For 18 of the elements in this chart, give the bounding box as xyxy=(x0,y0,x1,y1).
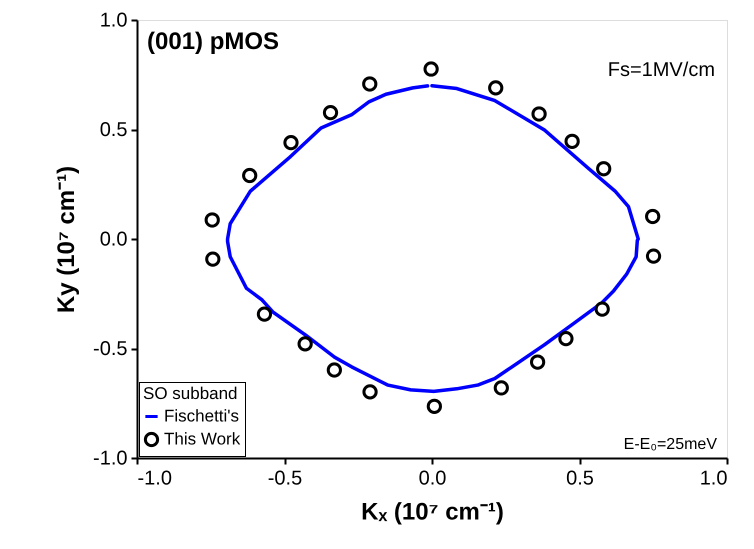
x-tick-label: 1.0 xyxy=(700,468,728,490)
y-tick-label: -0.5 xyxy=(93,338,128,360)
annotation: E-E₀=25meV xyxy=(624,436,718,453)
y-tick-label: 0.5 xyxy=(100,119,128,141)
x-tick-label: 0.0 xyxy=(418,468,446,490)
y-tick-label: 1.0 xyxy=(100,10,128,32)
y-tick-label: -1.0 xyxy=(93,448,128,470)
legend-label: This Work xyxy=(164,430,241,448)
legend-title: SO subband xyxy=(143,384,238,403)
x-tick-label: -1.0 xyxy=(138,468,172,490)
y-axis-title: Ky (10⁷ cm⁻¹) xyxy=(53,166,80,314)
x-tick-label: -0.5 xyxy=(268,468,302,490)
x-axis-title: Kₓ (10⁷ cm⁻¹) xyxy=(361,498,504,526)
y-tick-label: 0.0 xyxy=(100,228,128,250)
x-tick-label: 0.5 xyxy=(566,468,594,490)
annotation: Fs=1MV/cm xyxy=(608,59,715,81)
annotation: (001) pMOS xyxy=(147,28,280,55)
legend-label: Fischetti's xyxy=(164,406,240,426)
